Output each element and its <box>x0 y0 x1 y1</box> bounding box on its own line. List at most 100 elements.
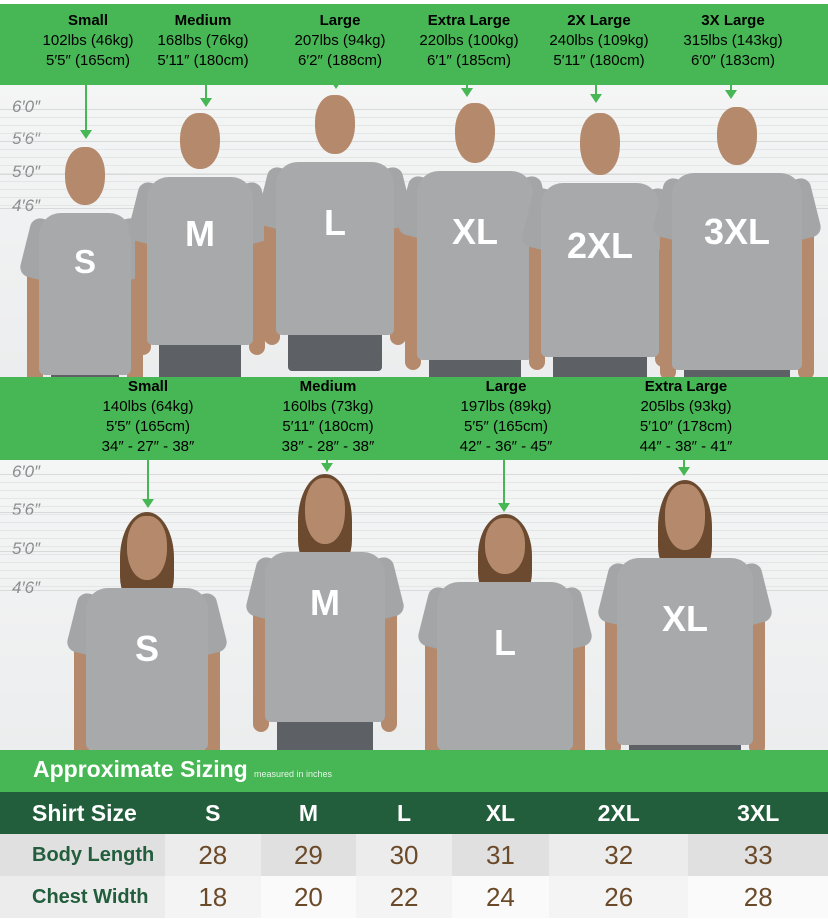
t-shirt: S <box>86 588 208 750</box>
row-label: Body Length <box>0 834 165 876</box>
size-info-women: Extra Large 205lbs (93kg) 5′10″ (178cm) 44″… <box>640 377 733 457</box>
header-cell: L <box>356 792 452 834</box>
shirt-size-label: 3XL <box>703 211 771 252</box>
cell: 30 <box>356 834 452 876</box>
grid-line <box>0 570 828 571</box>
header-cell: 2XL <box>548 792 689 834</box>
head <box>305 478 345 544</box>
height: 5′5″ (165cm) <box>106 418 190 435</box>
sizing-title-band: Approximate Sizing measured in inches <box>0 750 828 792</box>
head <box>580 113 620 175</box>
shirt-size-label: M <box>310 582 340 623</box>
table-header-row: Shirt Size S M L XL 2XL 3XL <box>0 792 828 834</box>
shirt-size-label: L <box>324 202 346 243</box>
height-mark: 6′0″ <box>12 97 41 116</box>
size-title: Large <box>319 12 361 29</box>
men-photo: 6′0″ 5′6″ 5′0″ 4′6″ S M L XL 2XL 3XL <box>0 85 828 377</box>
women-info-band <box>0 377 828 460</box>
arrow-indicator <box>200 85 212 107</box>
size-info-men: Small 102lbs (46kg) 5′5″ (165cm) <box>43 11 134 71</box>
height-line <box>0 174 828 175</box>
size-title: 3X Large <box>701 12 765 29</box>
t-shirt: M <box>265 552 385 722</box>
size-title: Small <box>127 378 169 395</box>
head <box>665 484 705 550</box>
grid-line <box>0 554 828 555</box>
sizing-table: Shirt Size S M L XL 2XL 3XL Body Length … <box>0 792 828 918</box>
cell: 32 <box>548 834 689 876</box>
cell: 18 <box>165 876 261 918</box>
grid-line <box>0 530 828 531</box>
weight: 140lbs (64kg) <box>102 398 194 415</box>
person-figure: 3XL <box>0 85 828 377</box>
row-label: Chest Width <box>0 876 165 918</box>
person-figure: M <box>0 460 828 750</box>
measurements: 38″ - 28″ - 38″ <box>281 438 375 455</box>
pants <box>629 741 741 750</box>
arrow-indicator <box>142 460 154 508</box>
size-info-men: 3X Large 315lbs (143kg) 6′0″ (183cm) <box>683 11 782 71</box>
grid-line <box>0 586 828 587</box>
cell: 28 <box>688 876 828 918</box>
shirt-size-label: L <box>494 622 516 663</box>
head <box>127 516 167 580</box>
measurements: 34″ - 27″ - 38″ <box>101 438 195 455</box>
weight: 205lbs (93kg) <box>640 398 732 415</box>
person-figure: XL <box>0 460 828 750</box>
person-figure: XL <box>0 85 828 377</box>
shirt-size-label: S <box>73 243 96 280</box>
t-shirt: 3XL <box>672 173 802 370</box>
head <box>315 95 355 154</box>
arm <box>381 582 397 732</box>
grid-line <box>0 157 828 158</box>
t-shirt: XL <box>417 171 533 360</box>
height-mark: 5′0″ <box>12 162 41 181</box>
grid-line <box>0 173 828 174</box>
weight: 240lbs (109kg) <box>549 32 649 49</box>
height-mark: 5′0″ <box>12 539 41 558</box>
size-title: 2X Large <box>567 12 631 29</box>
grid-line <box>0 490 828 491</box>
table-row: Body Length 28 29 30 31 32 33 <box>0 834 828 876</box>
shirt-size-label: M <box>185 213 215 254</box>
pants <box>288 331 382 371</box>
height: 6′2″ (188cm) <box>297 52 382 69</box>
height: 5′5″ (165cm) <box>45 52 130 69</box>
arrow-indicator <box>678 460 690 476</box>
size-info-men: 2X Large 240lbs (109kg) 5′11″ (180cm) <box>549 11 648 71</box>
arrow-indicator <box>80 85 92 139</box>
size-info-women: Large 197lbs (89kg) 5′5″ (165cm) 42″ - 36″ … <box>460 377 553 457</box>
pants <box>277 718 373 750</box>
pants <box>429 356 521 377</box>
grid-line <box>0 125 828 126</box>
t-shirt: L <box>437 582 573 750</box>
head <box>485 518 525 574</box>
grid-line <box>0 506 828 507</box>
sizing-title: Approximate Sizing <box>33 756 248 782</box>
t-shirt: M <box>147 177 253 345</box>
arrow-indicator <box>498 460 510 512</box>
person-figure: M <box>0 85 828 377</box>
size-info-women: Medium 160lbs (73kg) 5′11″ (180cm) 38″ - 28… <box>282 377 375 457</box>
height: 5′11″ (180cm) <box>157 52 249 69</box>
head <box>717 107 757 165</box>
person-figure: S <box>0 460 828 750</box>
grid-line <box>0 522 828 523</box>
women-photo: 6′0″ 5′6″ 5′0″ 4′6″ S M L XL <box>0 460 828 750</box>
height-mark: 6′0″ <box>12 462 41 481</box>
height: 6′1″ (185cm) <box>426 52 511 69</box>
size-info-men: Extra Large 220lbs (100kg) 6′1″ (185cm) <box>419 11 518 71</box>
table-row: Chest Width 18 20 22 24 26 28 <box>0 876 828 918</box>
grid-line <box>0 498 828 499</box>
height-line <box>0 551 828 552</box>
cell: 28 <box>165 834 261 876</box>
cell: 24 <box>451 876 549 918</box>
pants <box>684 366 790 377</box>
arm <box>749 588 765 750</box>
shirt-size-label: XL <box>451 211 498 252</box>
header-cell: Shirt Size <box>0 792 165 834</box>
grid-line <box>0 133 828 134</box>
cell: 20 <box>260 876 357 918</box>
person-figure: L <box>0 85 828 377</box>
height: 5′11″ (180cm) <box>282 418 374 435</box>
